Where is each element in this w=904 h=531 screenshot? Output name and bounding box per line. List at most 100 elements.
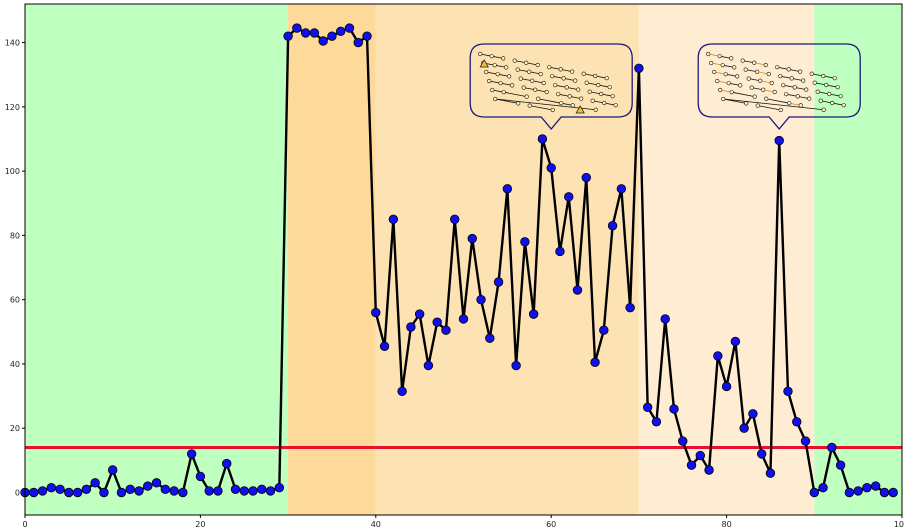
point-23 bbox=[222, 458, 232, 469]
point-76 bbox=[686, 460, 697, 470]
point-45 bbox=[414, 309, 425, 319]
point-74 bbox=[669, 404, 679, 414]
point-51 bbox=[467, 233, 477, 244]
graph-callouts bbox=[469, 43, 861, 130]
point-18 bbox=[178, 487, 188, 498]
point-97 bbox=[870, 481, 881, 491]
point-25 bbox=[239, 486, 249, 496]
point-46 bbox=[423, 360, 434, 371]
point-85 bbox=[765, 468, 776, 478]
thumbnail-triangle-1 bbox=[575, 105, 585, 114]
background-band-4 bbox=[814, 4, 902, 515]
point-87 bbox=[783, 386, 793, 396]
x-tick-label-0: 0 bbox=[22, 520, 27, 529]
point-56 bbox=[511, 360, 521, 371]
point-58 bbox=[528, 309, 539, 319]
point-66 bbox=[599, 325, 609, 335]
y-tick-label-6: 120 bbox=[5, 103, 20, 112]
point-48 bbox=[441, 325, 451, 335]
point-64 bbox=[581, 172, 591, 183]
point-60 bbox=[546, 163, 556, 173]
point-35 bbox=[327, 31, 337, 41]
point-78 bbox=[704, 465, 714, 475]
point-62 bbox=[564, 192, 574, 202]
point-68 bbox=[616, 184, 627, 194]
point-6 bbox=[72, 487, 83, 498]
background-band-2 bbox=[375, 4, 639, 515]
point-7 bbox=[81, 484, 92, 494]
callout-bubble-1 bbox=[697, 43, 861, 130]
point-14 bbox=[143, 481, 153, 491]
point-38 bbox=[353, 37, 363, 48]
point-50 bbox=[458, 314, 469, 324]
point-36 bbox=[336, 26, 346, 37]
x-tick-label-3: 60 bbox=[546, 520, 556, 529]
callout-0 bbox=[469, 43, 633, 130]
point-84 bbox=[756, 449, 767, 459]
tick-labels: 0 20 40 60 80 100 120 140 0 20 40 60 80 10 bbox=[5, 39, 904, 529]
point-49 bbox=[450, 214, 460, 225]
point-92 bbox=[827, 442, 837, 453]
callout-1 bbox=[697, 43, 861, 130]
point-1 bbox=[29, 487, 39, 498]
point-24 bbox=[230, 484, 241, 494]
point-15 bbox=[151, 478, 162, 488]
point-59 bbox=[537, 134, 548, 144]
point-83 bbox=[748, 409, 758, 419]
y-tick-label-3: 60 bbox=[10, 296, 20, 305]
point-90 bbox=[809, 487, 820, 498]
x-tick-label-1: 20 bbox=[195, 520, 205, 529]
point-42 bbox=[388, 214, 399, 225]
point-88 bbox=[792, 417, 802, 427]
point-73 bbox=[660, 314, 670, 324]
point-44 bbox=[406, 322, 416, 332]
x-tick-label-5: 10 bbox=[894, 520, 904, 529]
point-11 bbox=[116, 487, 127, 498]
point-69 bbox=[625, 303, 635, 313]
point-19 bbox=[186, 449, 197, 459]
point-71 bbox=[642, 402, 653, 413]
series-markers bbox=[20, 23, 898, 498]
y-tick-label-7: 140 bbox=[5, 39, 20, 48]
point-4 bbox=[55, 484, 65, 494]
point-3 bbox=[46, 482, 57, 493]
x-tick-label-2: 40 bbox=[371, 520, 381, 529]
background-bands bbox=[25, 4, 902, 515]
point-8 bbox=[90, 478, 100, 488]
point-72 bbox=[651, 417, 662, 427]
point-28 bbox=[265, 486, 276, 496]
point-61 bbox=[555, 246, 565, 257]
point-13 bbox=[134, 486, 144, 496]
background-band-0 bbox=[25, 4, 289, 515]
graph-thumbnail-0 bbox=[478, 51, 618, 114]
point-54 bbox=[493, 277, 504, 287]
point-9 bbox=[99, 487, 109, 498]
point-31 bbox=[292, 23, 302, 33]
point-89 bbox=[800, 436, 811, 446]
point-81 bbox=[730, 336, 741, 347]
point-57 bbox=[520, 237, 530, 247]
point-55 bbox=[502, 184, 513, 194]
point-86 bbox=[774, 135, 784, 146]
point-17 bbox=[169, 486, 179, 496]
point-79 bbox=[713, 351, 723, 361]
y-tick-label-0: 0 bbox=[15, 489, 20, 498]
point-22 bbox=[213, 486, 223, 496]
point-52 bbox=[476, 294, 486, 305]
y-tick-label-1: 20 bbox=[10, 424, 20, 433]
plot-frame bbox=[24, 3, 903, 516]
thumbnail-triangle-0 bbox=[479, 59, 489, 68]
point-16 bbox=[160, 484, 171, 494]
point-12 bbox=[125, 484, 135, 494]
callout-bubble-0 bbox=[469, 43, 633, 130]
point-47 bbox=[432, 317, 442, 327]
background-band-1 bbox=[288, 4, 376, 515]
point-21 bbox=[204, 486, 214, 496]
point-33 bbox=[309, 28, 320, 38]
point-2 bbox=[37, 486, 48, 496]
point-10 bbox=[107, 465, 118, 475]
point-34 bbox=[318, 36, 328, 46]
point-43 bbox=[397, 386, 407, 396]
point-70 bbox=[634, 63, 644, 73]
point-77 bbox=[695, 450, 705, 461]
